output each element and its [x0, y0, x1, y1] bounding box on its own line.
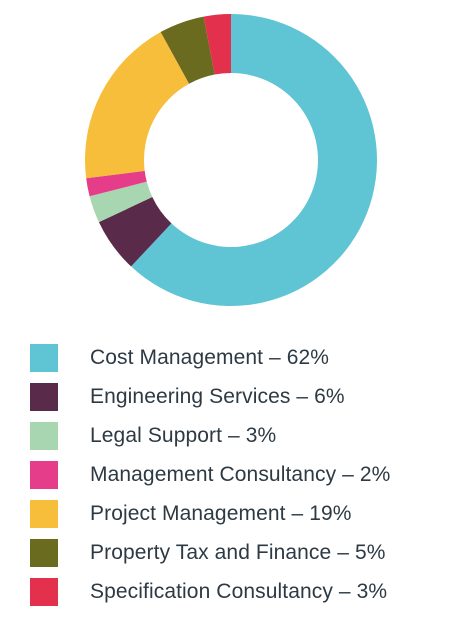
legend-item: Legal Support – 3% [30, 416, 470, 455]
donut-slice [84, 32, 190, 179]
legend-label: Cost Management – 62% [90, 345, 330, 369]
donut-slice [86, 170, 147, 197]
legend-swatch [30, 460, 58, 489]
legend-label: Management Consultancy – 2% [90, 462, 391, 486]
legend-swatch [30, 538, 58, 567]
legend-label: Property Tax and Finance – 5% [90, 540, 386, 564]
legend-label: Specification Consultancy – 3% [90, 579, 388, 603]
donut-chart-area [84, 14, 378, 306]
donut-slice [89, 181, 153, 223]
donut-slice [160, 16, 215, 84]
donut-slice [131, 14, 378, 306]
legend-swatch [30, 421, 58, 450]
legend-swatch [30, 343, 58, 372]
legend-label: Legal Support – 3% [90, 423, 277, 447]
legend-item: Engineering Services – 6% [30, 377, 470, 416]
legend-item: Management Consultancy – 2% [30, 455, 470, 494]
legend-swatch [30, 577, 58, 606]
legend-swatch [30, 382, 58, 411]
chart-legend: Cost Management – 62% Engineering Servic… [30, 338, 470, 611]
donut-slice [98, 197, 172, 267]
donut-slice [203, 14, 231, 75]
legend-swatch [30, 499, 58, 528]
legend-item: Project Management – 19% [30, 494, 470, 533]
donut-chart [84, 14, 378, 306]
legend-item: Specification Consultancy – 3% [30, 572, 470, 611]
legend-label: Engineering Services – 6% [90, 384, 345, 408]
legend-item: Property Tax and Finance – 5% [30, 533, 470, 572]
legend-item: Cost Management – 62% [30, 338, 470, 377]
legend-label: Project Management – 19% [90, 501, 352, 525]
